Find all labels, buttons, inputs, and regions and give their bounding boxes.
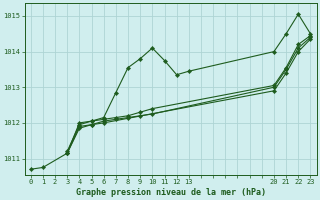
X-axis label: Graphe pression niveau de la mer (hPa): Graphe pression niveau de la mer (hPa) xyxy=(76,188,266,197)
